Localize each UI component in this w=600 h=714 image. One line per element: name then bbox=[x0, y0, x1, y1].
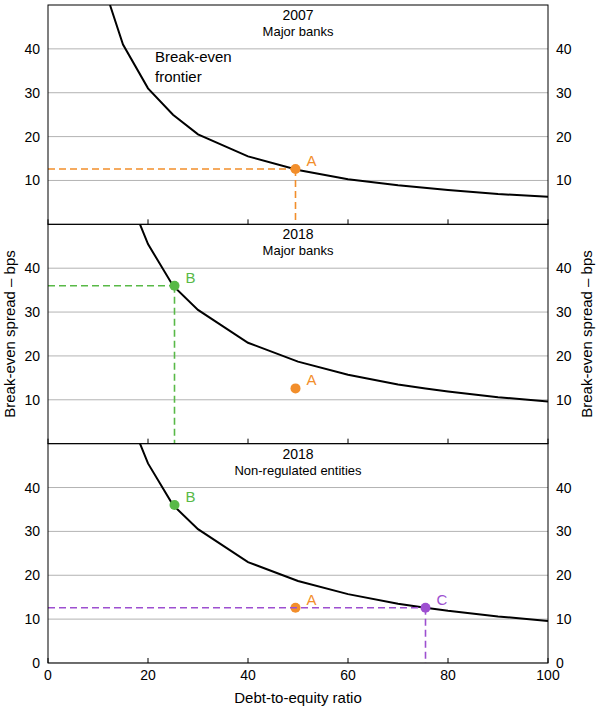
guide-vertical bbox=[295, 169, 297, 224]
grid-line bbox=[48, 180, 548, 181]
x-tick bbox=[448, 439, 449, 444]
y-tick-label: 10 bbox=[24, 172, 40, 188]
x-tick-label: 40 bbox=[240, 667, 256, 683]
x-tick bbox=[148, 658, 149, 663]
grid-line bbox=[48, 48, 548, 49]
grid-line bbox=[48, 312, 548, 313]
x-tick bbox=[348, 439, 349, 444]
y2-tick-label: 40 bbox=[556, 480, 572, 496]
panel-subtitle: Major banks bbox=[263, 24, 334, 39]
guide-horizontal bbox=[48, 607, 426, 609]
point-labels: BA bbox=[186, 269, 317, 389]
x-tick bbox=[448, 658, 449, 663]
panel: 10 10 20 20 30 30 40 40 2018Major banks Break-eve… bbox=[1, 224, 595, 443]
grid-line bbox=[48, 487, 548, 488]
point-label: B bbox=[186, 488, 196, 505]
y2-tick-label: 40 bbox=[556, 260, 572, 276]
y2-tick-label: 10 bbox=[556, 172, 572, 188]
x-tick-label: 20 bbox=[140, 667, 156, 683]
y-tick-label: 30 bbox=[24, 523, 40, 539]
y-tick-label: 20 bbox=[24, 129, 40, 145]
y2-tick-label: 20 bbox=[556, 129, 572, 145]
point bbox=[170, 281, 180, 291]
grid-line bbox=[48, 531, 548, 532]
point bbox=[291, 383, 301, 393]
y-tick-label: 40 bbox=[24, 260, 40, 276]
panel-frame bbox=[48, 224, 548, 443]
point-label: A bbox=[307, 371, 317, 388]
panel-frame bbox=[48, 5, 548, 224]
panel-title: 2018 bbox=[282, 226, 313, 242]
y2-tick-label: 30 bbox=[556, 85, 572, 101]
y2-tick-label: 20 bbox=[556, 348, 572, 364]
y2-tick-label: 10 bbox=[556, 611, 572, 627]
y-tick-label: 40 bbox=[24, 41, 40, 57]
y-axis-label: Break-even spread – bps bbox=[1, 250, 18, 418]
x-axis-label: Debt-to-equity ratio bbox=[234, 689, 362, 706]
y-tick-label: 40 bbox=[24, 480, 40, 496]
y2-tick-label: 30 bbox=[556, 304, 572, 320]
annotation: Break-even bbox=[155, 48, 232, 65]
grid-line bbox=[48, 619, 548, 620]
guide-horizontal bbox=[48, 168, 296, 170]
guide-vertical bbox=[425, 608, 427, 663]
y2-tick-label: 10 bbox=[556, 392, 572, 408]
frontier-line bbox=[140, 224, 548, 401]
y-tick-label: 10 bbox=[24, 611, 40, 627]
point-labels: B A C bbox=[186, 488, 448, 608]
panel-subtitle: Major banks bbox=[263, 243, 334, 258]
guide-vertical bbox=[174, 286, 176, 444]
point-label: A bbox=[307, 591, 317, 608]
x-tick-label: 0 bbox=[44, 667, 52, 683]
y2-tick-label: 40 bbox=[556, 41, 572, 57]
grid-line bbox=[48, 92, 548, 93]
panel-subtitle: Non-regulated entities bbox=[234, 463, 362, 478]
point-label: C bbox=[437, 591, 448, 608]
x-tick bbox=[248, 439, 249, 444]
panel-frame bbox=[48, 444, 548, 663]
x-tick bbox=[348, 219, 349, 224]
x-tick bbox=[148, 219, 149, 224]
panel: 0010102020303040400204060801002018Non-re… bbox=[24, 444, 571, 706]
y-tick-label: 0 bbox=[32, 655, 40, 671]
panel: 10 10 20 20 30 30 40 40 2007Major banks Break-eve… bbox=[24, 5, 571, 224]
panel-title: 2007 bbox=[282, 7, 313, 23]
y-tick-label: 30 bbox=[24, 85, 40, 101]
grid-line bbox=[48, 575, 548, 576]
grid-line bbox=[48, 399, 548, 400]
x-tick bbox=[148, 439, 149, 444]
point-label: A bbox=[307, 152, 317, 169]
panel-title: 2018 bbox=[282, 446, 313, 462]
x-tick-label: 60 bbox=[340, 667, 356, 683]
frontier-line bbox=[140, 444, 548, 621]
grid-line bbox=[48, 136, 548, 137]
y-tick-label: 20 bbox=[24, 567, 40, 583]
point bbox=[421, 603, 431, 613]
y-tick-label: 10 bbox=[24, 392, 40, 408]
point-label: B bbox=[186, 269, 196, 286]
x-tick-label: 80 bbox=[440, 667, 456, 683]
x-tick-label: 100 bbox=[536, 667, 560, 683]
guide-horizontal bbox=[48, 285, 175, 287]
point bbox=[170, 500, 180, 510]
grid-line bbox=[48, 355, 548, 356]
y2-tick-label: 20 bbox=[556, 567, 572, 583]
y2-axis-label: Break-even spread – bps bbox=[578, 250, 595, 418]
plot-area bbox=[48, 444, 548, 663]
point-labels: A bbox=[307, 152, 317, 169]
annotation: frontier bbox=[155, 68, 202, 85]
chart: 10102020303040402007Major banksBreak-eve… bbox=[0, 0, 600, 714]
x-tick bbox=[248, 658, 249, 663]
x-tick bbox=[448, 219, 449, 224]
x-tick bbox=[348, 658, 349, 663]
plot-area bbox=[48, 5, 548, 224]
point bbox=[291, 164, 301, 174]
y-tick-label: 30 bbox=[24, 304, 40, 320]
x-tick bbox=[248, 219, 249, 224]
plot-area bbox=[48, 224, 548, 443]
grid-line bbox=[48, 268, 548, 269]
y-tick-label: 20 bbox=[24, 348, 40, 364]
y2-tick-label: 30 bbox=[556, 523, 572, 539]
frontier-line bbox=[110, 5, 548, 197]
